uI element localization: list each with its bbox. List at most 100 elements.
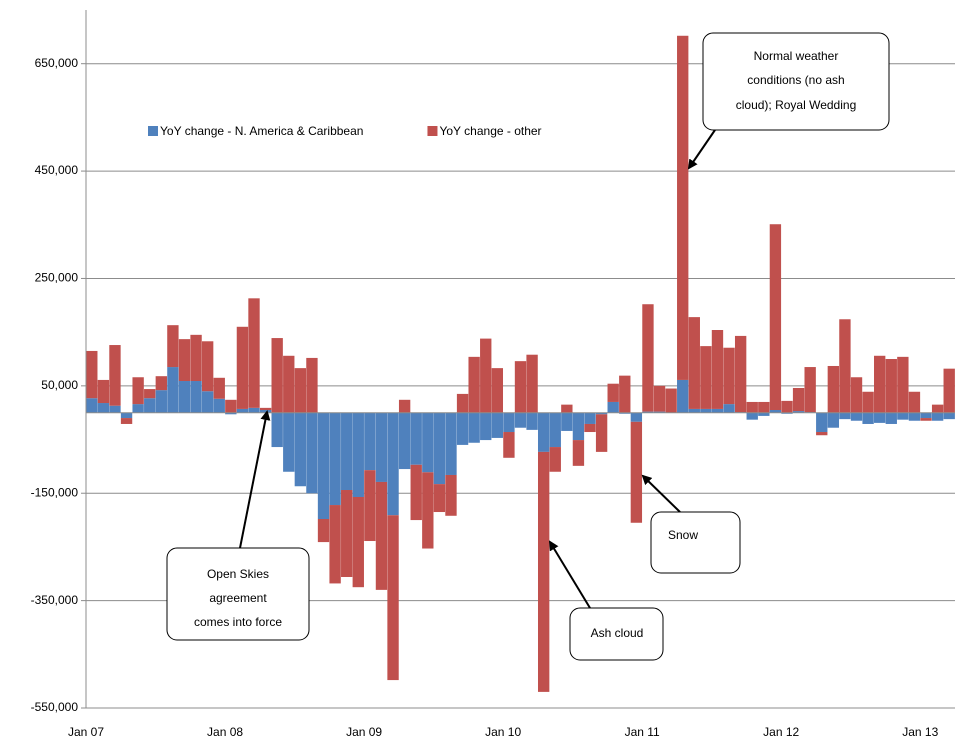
x-tick-label: Jan 12 (763, 725, 799, 739)
legend-label: YoY change - other (439, 124, 541, 138)
bar (526, 412, 538, 430)
x-tick-label: Jan 08 (207, 725, 243, 739)
bar (375, 412, 388, 482)
bar (97, 403, 110, 413)
bar (816, 432, 828, 436)
bar (271, 412, 283, 448)
y-tick-label: 250,000 (35, 271, 79, 285)
bar (572, 440, 585, 466)
bar (619, 375, 631, 413)
bar (306, 357, 318, 413)
bar (607, 383, 619, 402)
bar (781, 400, 793, 413)
bar (398, 399, 411, 413)
annotation: agreement (209, 591, 267, 605)
bar (352, 496, 364, 588)
bar (167, 367, 179, 413)
bar (700, 408, 712, 413)
bar (294, 412, 307, 487)
bar (688, 317, 700, 409)
arrow (641, 474, 681, 513)
bar (155, 376, 167, 391)
bar (109, 405, 121, 413)
y-tick-label: -150,000 (31, 485, 79, 499)
bar (259, 407, 272, 411)
x-tick-label: Jan 11 (625, 725, 660, 739)
bar (561, 412, 573, 431)
bar (723, 347, 735, 405)
bar (549, 447, 561, 472)
bar (746, 412, 758, 420)
bar (329, 412, 341, 506)
bar (225, 412, 237, 415)
bar (758, 412, 770, 416)
bar (607, 401, 619, 413)
bar (97, 379, 110, 404)
bar (595, 414, 608, 452)
legend-swatch (148, 126, 158, 136)
annotation: Ash cloud (591, 626, 644, 640)
bar (700, 346, 712, 409)
y-tick-label: -550,000 (31, 700, 79, 714)
bar (480, 338, 492, 413)
arrow (687, 129, 716, 170)
bar (178, 339, 191, 382)
bar (201, 391, 214, 413)
bar (480, 412, 492, 441)
bar (874, 355, 886, 413)
bar (584, 412, 596, 424)
bar (595, 412, 608, 415)
bar (398, 412, 411, 470)
arrow (239, 410, 271, 549)
bar (120, 418, 133, 424)
bar (537, 412, 550, 452)
bar (943, 412, 955, 420)
bar (144, 398, 156, 413)
bar (317, 412, 330, 520)
annotation: Snow (668, 528, 698, 542)
bar (850, 412, 863, 421)
callout-box (702, 32, 890, 131)
x-tick-label: Jan 13 (902, 725, 938, 739)
bar (526, 354, 538, 413)
bar (850, 377, 863, 413)
bar (514, 361, 527, 413)
bar (885, 412, 897, 424)
bar (433, 412, 446, 485)
bar (897, 412, 909, 420)
bar (630, 412, 643, 422)
x-tick-label: Jan 10 (485, 725, 521, 739)
bar (456, 412, 469, 445)
y-tick-label: 450,000 (35, 163, 79, 177)
bar (665, 388, 677, 413)
annotation: comes into force (194, 615, 282, 629)
bar (283, 355, 295, 413)
bar (711, 408, 724, 413)
bar (468, 412, 480, 443)
arrow (548, 540, 591, 609)
bar (456, 393, 469, 413)
bar (468, 356, 480, 413)
bar (317, 519, 330, 543)
legend-swatch (427, 126, 438, 136)
bar (514, 412, 527, 428)
bar (862, 391, 874, 413)
bar (677, 379, 689, 413)
bar (897, 356, 909, 413)
annotation: cloud); Royal Wedding (736, 98, 857, 112)
annotation: Open Skies (207, 567, 269, 581)
bar (387, 515, 399, 681)
bar (433, 484, 446, 513)
bar (642, 411, 654, 413)
bar (445, 474, 457, 516)
bar (190, 381, 202, 413)
bar (746, 401, 758, 413)
bar (827, 365, 840, 413)
bar (445, 412, 457, 475)
bar (364, 470, 376, 542)
bar (201, 341, 214, 392)
legend-label: YoY change - N. America & Caribbean (160, 124, 363, 138)
bar (862, 412, 874, 424)
bar (781, 412, 793, 414)
y-tick-label: -350,000 (31, 593, 79, 607)
